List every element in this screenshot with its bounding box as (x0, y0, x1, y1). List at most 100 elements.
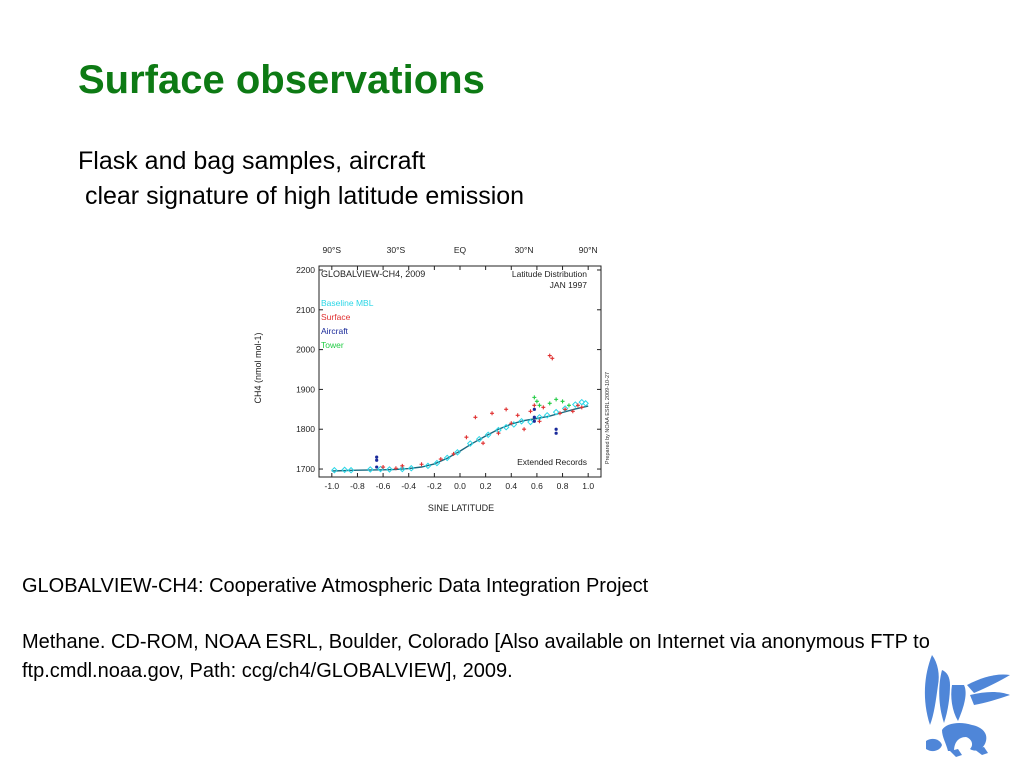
surface-point (557, 411, 562, 416)
surface-point (537, 419, 542, 424)
slide-subtitle: Flask and bag samples, aircraft clear si… (78, 144, 524, 214)
surface-point (532, 403, 537, 408)
x-tick-label: 1.0 (582, 481, 594, 491)
baseline-mbl-point (518, 417, 525, 425)
tower-point (547, 401, 552, 406)
citation: GLOBALVIEW-CH4: Cooperative Atmospheric … (22, 572, 1002, 686)
baseline-mbl-point (527, 418, 534, 426)
baseline-mbl-point (331, 466, 338, 474)
ch4-latitude-chart: -1.0 -0.8 -0.6 -0.4 -0.2 0.0 0.2 0.4 0.6 0.8 1.0 1… (249, 236, 619, 518)
x-tick-label: 0.2 (480, 481, 492, 491)
aircraft-point (375, 465, 379, 469)
surface-point (419, 462, 424, 467)
x-tick-labels: -1.0 -0.8 -0.6 -0.4 -0.2 0.0 0.2 0.4 0.6 0.8 1.0 (324, 481, 594, 491)
x-axis-label: SINE LATITUDE (428, 503, 494, 513)
aircraft-point (554, 431, 558, 435)
baseline-mbl-point (578, 398, 586, 406)
aircraft-point (554, 427, 558, 431)
chart-subtitle: Latitude Distribution (512, 269, 587, 279)
baseline-mbl-point (377, 465, 384, 473)
surface-point (547, 353, 552, 358)
x-tick-label: 0.0 (454, 481, 466, 491)
chart-background (249, 236, 619, 518)
tick-marks (319, 266, 601, 477)
surface-point (570, 409, 575, 414)
surface-point (481, 441, 486, 446)
surface-point (528, 409, 533, 414)
x-tick-label: -1.0 (324, 481, 339, 491)
chart-svg: -1.0 -0.8 -0.6 -0.4 -0.2 0.0 0.2 0.4 0.6 0.8 1.0 1… (249, 236, 619, 518)
surface-point (563, 407, 568, 412)
y-tick-label: 2100 (296, 305, 315, 315)
baseline-mbl-point (366, 466, 374, 473)
slide-title: Surface observations (78, 58, 485, 102)
surface-point (550, 356, 555, 361)
subtitle-line-1: Flask and bag samples, aircraft (78, 147, 426, 175)
surface-point (504, 407, 509, 412)
surface-point (496, 431, 501, 436)
aircraft-point (375, 458, 379, 462)
baseline-mbl-point (407, 464, 415, 472)
prepared-by-label: Prepared by NOAA ESRL 2009-10-27 (605, 372, 611, 464)
x-tick-label: -0.2 (427, 481, 442, 491)
legend-entry: Aircraft (321, 326, 349, 336)
baseline-mbl-point (386, 466, 393, 473)
baseline-mbl-point (572, 401, 579, 408)
x-tick-label: 0.8 (557, 481, 569, 491)
data-points (331, 353, 589, 474)
x-tick-label: 0.6 (531, 481, 543, 491)
chart-title: GLOBALVIEW-CH4, 2009 (321, 269, 425, 279)
tower-point (554, 397, 559, 402)
university-griffin-logo (924, 655, 1010, 757)
y-tick-label: 2000 (296, 345, 315, 355)
baseline-mbl-point (466, 440, 474, 447)
y-tick-labels: 1700 1800 1900 2000 2100 2200 (296, 265, 315, 474)
baseline-mbl-point (341, 466, 348, 474)
surface-point (451, 451, 456, 456)
tower-point (537, 403, 542, 408)
surface-point (541, 405, 546, 410)
x-tick-label: -0.4 (401, 481, 416, 491)
tower-point (534, 399, 539, 404)
surface-point (575, 403, 580, 408)
surface-point (393, 466, 398, 471)
extended-records-label: Extended Records (517, 457, 587, 467)
surface-point (490, 411, 495, 416)
aircraft-point (532, 407, 536, 411)
y-tick-label: 1900 (296, 384, 315, 394)
y-tick-label: 1800 (296, 424, 315, 434)
surface-point (522, 427, 527, 432)
tower-point (566, 403, 571, 408)
baseline-mbl-point (347, 466, 355, 474)
top-axis-label: 90°N (579, 245, 598, 255)
legend-entry: Baseline MBL (321, 298, 374, 308)
top-axis-labels: 90°S 30°S EQ 30°N 90°N (323, 245, 598, 255)
aircraft-point (532, 415, 536, 419)
x-tick-label: -0.6 (376, 481, 391, 491)
y-axis-label: CH4 (nmol mol-1) (253, 332, 263, 403)
baseline-mbl-point (433, 459, 441, 467)
baseline-mbl-point (484, 431, 492, 439)
aircraft-point (532, 419, 536, 423)
aircraft-point (375, 455, 379, 459)
baseline-mbl-point (399, 465, 406, 473)
tower-point (560, 399, 565, 404)
surface-point (438, 457, 443, 462)
citation-line-2: Methane. CD-ROM, NOAA ESRL, Boulder, Col… (22, 631, 930, 682)
baseline-mbl-point (454, 449, 461, 456)
baseline-mbl-point (443, 454, 451, 462)
surface-point (464, 435, 469, 440)
x-tick-label: -0.8 (350, 481, 365, 491)
citation-line-1: GLOBALVIEW-CH4: Cooperative Atmospheric … (22, 575, 649, 597)
y-tick-label: 1700 (296, 464, 315, 474)
chart-legend: Baseline MBL Surface Aircraft Tower (321, 298, 374, 350)
top-axis-label: 30°N (515, 245, 534, 255)
baseline-mbl-point (543, 411, 551, 419)
top-axis-label: EQ (454, 245, 467, 255)
surface-point (473, 415, 478, 420)
subtitle-line-2: clear signature of high latitude emissio… (78, 182, 525, 210)
top-axis-label: 90°S (323, 245, 342, 255)
surface-point (515, 413, 520, 418)
surface-point (400, 463, 405, 468)
chart-date: JAN 1997 (550, 280, 588, 290)
